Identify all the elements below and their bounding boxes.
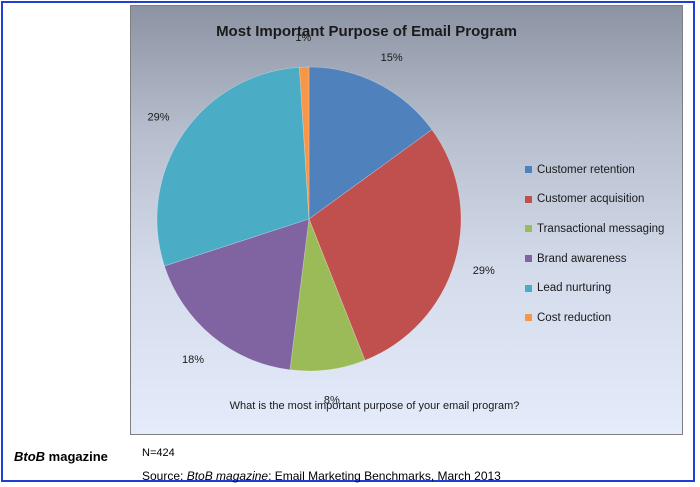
pie-chart: 15% 29% 8% 18% 29% 1% [147, 32, 495, 407]
legend-label: Brand awareness [537, 252, 627, 265]
legend-item-brand-awareness: Brand awareness [525, 244, 664, 274]
legend-item-customer-acquisition: Customer acquisition [525, 185, 664, 215]
data-label-customer-retention: 15% [381, 52, 403, 64]
pie-slice-brand-awareness [164, 218, 310, 371]
legend-item-lead-nurturing: Lead nurturing [525, 273, 664, 303]
legend-item-transactional-messaging: Transactional messaging [525, 214, 664, 244]
pie-slice-transactional-messaging [289, 218, 366, 372]
legend-swatch [525, 255, 532, 263]
legend-item-customer-retention: Customer retention [525, 155, 664, 185]
legend-label: Transactional messaging [537, 222, 665, 235]
pie-slice-cost-reduction [299, 66, 310, 220]
source-note: Source: BtoB magazine: Email Marketing B… [142, 469, 501, 483]
chart-area: Most Important Purpose of Email Program … [130, 5, 683, 435]
data-label-customer-acquisition: 29% [473, 265, 495, 277]
legend-label: Customer acquisition [537, 193, 645, 206]
chart-legend: Customer retention Customer acquisition Tr… [525, 155, 664, 333]
data-label-lead-nurturing: 29% [147, 112, 169, 124]
legend-item-cost-reduction: Cost reduction [525, 303, 664, 333]
pie-slice-customer-acquisition [308, 129, 462, 361]
legend-swatch [525, 166, 532, 174]
legend-label: Lead nurturing [537, 282, 612, 295]
legend-swatch [525, 195, 532, 203]
legend-label: Cost reduction [537, 311, 612, 324]
chart-title: Most Important Purpose of Email Program [216, 23, 517, 40]
data-label-transactional-messaging: 8% [324, 395, 340, 407]
legend-swatch [525, 314, 532, 322]
legend-swatch [525, 284, 532, 292]
pie-slice-customer-retention [308, 66, 433, 220]
survey-question: What is the most important purpose of yo… [229, 400, 520, 412]
sample-size: N=424 [142, 447, 175, 459]
legend-label: Customer retention [537, 163, 635, 176]
legend-swatch [525, 225, 532, 233]
publisher-credit: BtoB magazine [14, 449, 108, 464]
pie-slice-lead-nurturing [156, 66, 310, 267]
data-label-cost-reduction: 1% [295, 32, 311, 44]
data-label-brand-awareness: 18% [182, 354, 204, 366]
